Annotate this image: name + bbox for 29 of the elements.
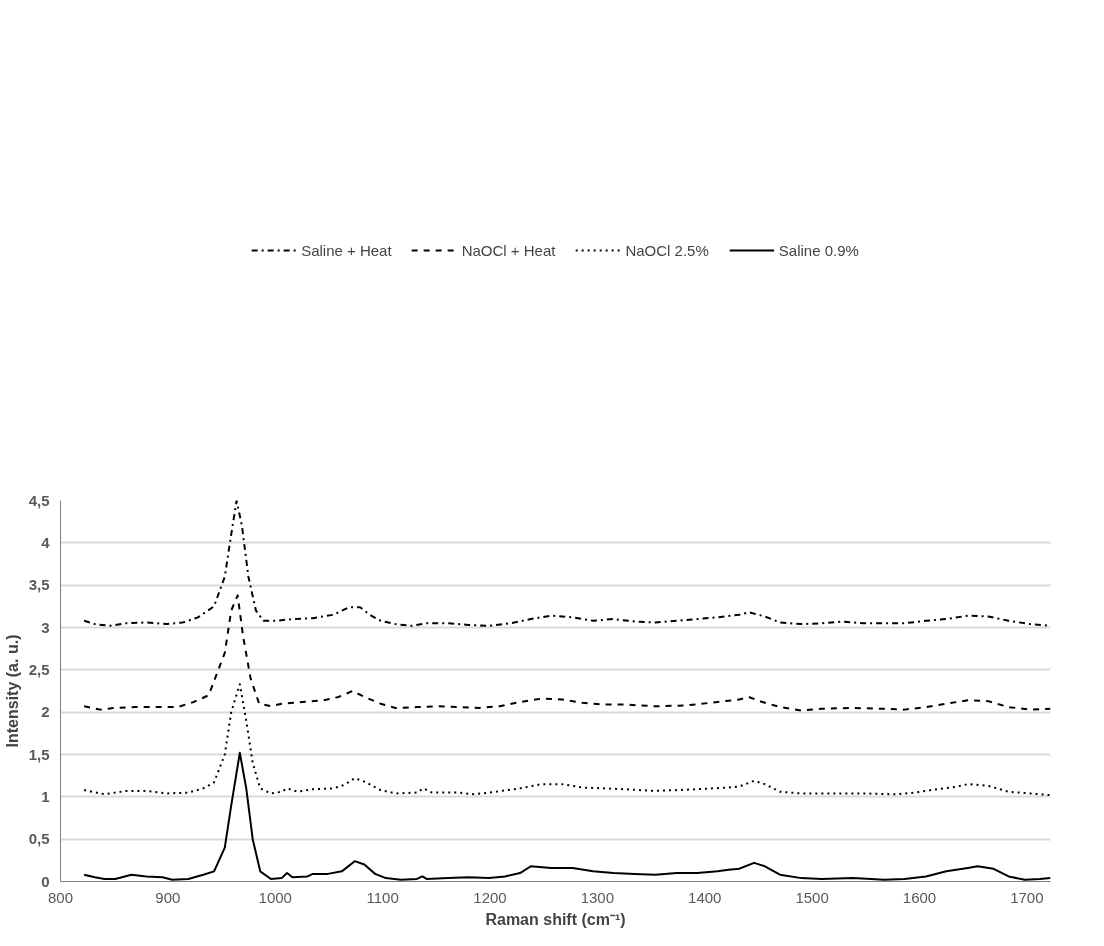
line-series [83, 683, 1051, 797]
y-tick-label: 3,5 [28, 576, 50, 594]
y-tick-label: 0,5 [28, 830, 50, 848]
x-tick-label: 1600 [902, 888, 937, 906]
x-tick-label: 1500 [795, 888, 829, 906]
legend-label: Saline 0.9% [778, 241, 859, 259]
x-tick-label: 1700 [1010, 888, 1044, 906]
y-tick-label: 4 [41, 533, 51, 551]
y-axis-title: Intensity (a. u.) [3, 634, 21, 748]
y-tick-label: 1,5 [28, 745, 50, 763]
y-tick-label: 2,5 [28, 660, 50, 678]
y-tick-label: 3 [41, 618, 50, 636]
x-tick-label: 1000 [258, 888, 292, 906]
legend-label: NaOCl 2.5% [625, 241, 709, 259]
x-tick-label: 1100 [366, 888, 399, 906]
x-tick-label: 1200 [473, 888, 507, 906]
y-tick-label: 4,5 [28, 491, 50, 509]
legend-label: NaOCl + Heat [461, 241, 556, 259]
x-tick-label: 900 [155, 888, 181, 906]
x-tick-label: 1300 [580, 888, 615, 906]
legend-label: Saline + Heat [301, 241, 392, 259]
x-axis-title: Raman shift (cm⁻¹) [485, 910, 626, 928]
line-series [83, 594, 1051, 712]
x-tick-label: 1400 [688, 888, 722, 906]
line-series [83, 751, 1051, 881]
y-tick-label: 2 [41, 703, 50, 721]
y-tick-label: 0 [41, 872, 50, 890]
x-tick-label: 800 [47, 888, 74, 906]
y-tick-label: 1 [41, 787, 50, 805]
